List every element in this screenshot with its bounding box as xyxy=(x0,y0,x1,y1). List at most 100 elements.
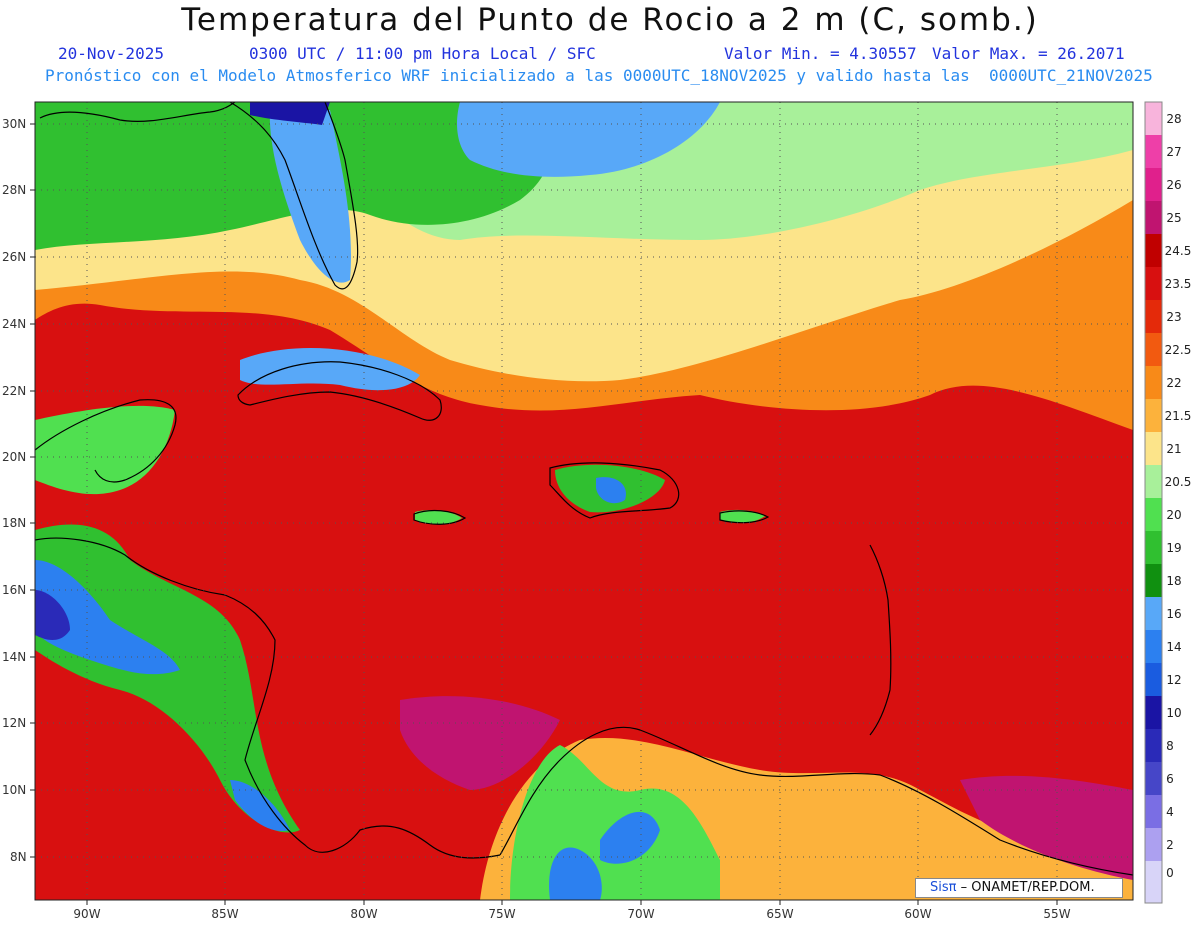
florida-coastline xyxy=(229,101,359,290)
puerto-rico-coastline xyxy=(719,510,770,524)
colorbar-swatch xyxy=(1145,135,1162,168)
lon-label: 85W xyxy=(211,907,238,921)
florida-dark-field xyxy=(250,102,330,125)
colorbar-frame xyxy=(1144,101,1163,904)
colorbar-swatch xyxy=(1145,861,1162,903)
min-value: Valor Min. = 4.30557 xyxy=(724,44,917,63)
colombia-blue-field xyxy=(549,847,602,900)
lon-label: 70W xyxy=(627,907,654,921)
colorbar-label: 26 xyxy=(1166,178,1181,192)
lat-label: 22N xyxy=(2,384,26,398)
map-fields xyxy=(35,102,1133,900)
central-america-blue xyxy=(35,560,180,675)
colorbar-swatch xyxy=(1145,399,1162,432)
colorbar-label: 0 xyxy=(1166,866,1174,880)
brand-logo: Sisπ xyxy=(930,880,957,895)
colorbar-swatch xyxy=(1145,333,1162,366)
model-info-line: Pronóstico con el Modelo Atmosferico WRF… xyxy=(45,66,1153,85)
puerto-rico-green xyxy=(720,509,765,523)
forecast-time: 0300 UTC / 11:00 pm Hora Local / SFC xyxy=(249,44,596,63)
lon-label: 80W xyxy=(350,907,377,921)
colorbar-label: 25 xyxy=(1166,211,1181,225)
colorbar-label: 21.5 xyxy=(1165,409,1192,423)
colorbar-label: 19 xyxy=(1166,541,1181,555)
colorbar-label: 6 xyxy=(1166,772,1174,786)
credit-org: – ONAMET/REP.DOM. xyxy=(956,880,1095,895)
cuba-blue-field xyxy=(240,348,420,391)
credit-box: Sisπ – ONAMET/REP.DOM. xyxy=(915,878,1123,898)
lat-label: 8N xyxy=(10,850,27,864)
colorbar-swatch xyxy=(1145,696,1162,729)
lat-label: 24N xyxy=(2,317,26,331)
lat-labels: 30N 28N 26N 24N 22N 20N 18N 16N 14N 12N … xyxy=(2,117,27,864)
lat-label: 12N xyxy=(2,716,26,730)
map-frame xyxy=(34,101,1134,901)
lat-label: 20N xyxy=(2,450,26,464)
colorbar-swatch xyxy=(1145,828,1162,861)
colorbar-label: 23.5 xyxy=(1165,277,1192,291)
lat-label: 30N xyxy=(2,117,26,131)
colorbar-label: 24.5 xyxy=(1165,244,1192,258)
south-america-coastline xyxy=(499,726,1134,876)
hispaniola-blue xyxy=(596,477,626,504)
colorbar-swatch xyxy=(1145,564,1162,597)
colorbar-label: 16 xyxy=(1166,607,1181,621)
colorbar-swatch xyxy=(1145,102,1162,135)
colorbar-swatch xyxy=(1145,366,1162,399)
colorbar-label: 14 xyxy=(1166,640,1181,654)
colorbar-label: 4 xyxy=(1166,805,1174,819)
colorbar-label: 12 xyxy=(1166,673,1181,687)
colorbar-label: 23 xyxy=(1166,310,1181,324)
colorbar-swatch xyxy=(1145,267,1162,300)
lon-label: 90W xyxy=(73,907,100,921)
lat-label: 26N xyxy=(2,250,26,264)
colorbar-label: 22.5 xyxy=(1165,343,1192,357)
colorbar-swatch xyxy=(1145,234,1162,267)
central-america-coastline xyxy=(34,537,501,859)
lat-label: 10N xyxy=(2,783,26,797)
colorbar-label: 22 xyxy=(1166,376,1181,390)
florida-blue-field xyxy=(269,110,351,283)
magenta-field-south xyxy=(400,696,560,790)
costa-rica-blue xyxy=(230,780,290,831)
central-america-darkblue xyxy=(35,590,70,640)
colorbar-label: 21 xyxy=(1166,442,1181,456)
colorbar-swatch xyxy=(1145,300,1162,333)
colorbar xyxy=(1144,101,1163,904)
magenta-field-east xyxy=(960,775,1133,880)
lat-label: 18N xyxy=(2,516,26,530)
colorbar-label: 2 xyxy=(1166,838,1174,852)
forecast-date: 20-Nov-2025 xyxy=(58,44,164,63)
lon-tick-marks xyxy=(86,900,1058,905)
lat-label: 14N xyxy=(2,650,26,664)
colorbar-label: 20 xyxy=(1166,508,1181,522)
colorbar-label: 27 xyxy=(1166,145,1181,159)
colorbar-swatch xyxy=(1145,663,1162,696)
colorbar-label: 10 xyxy=(1166,706,1181,720)
colorbar-swatch xyxy=(1145,795,1162,828)
lat-label: 28N xyxy=(2,183,26,197)
colorbar-swatch xyxy=(1145,465,1162,498)
colorbar-swatch xyxy=(1145,201,1162,234)
lesser-antilles-coastline xyxy=(869,544,892,736)
jamaica-coastline xyxy=(413,509,467,525)
lon-label: 75W xyxy=(488,907,515,921)
lon-label: 60W xyxy=(904,907,931,921)
central-america-green xyxy=(35,524,300,833)
colorbar-label: 20.5 xyxy=(1165,475,1192,489)
colorbar-label: 18 xyxy=(1166,574,1181,588)
graticule xyxy=(35,102,1133,900)
colorbar-labels: 28 27 26 25 24.5 23.5 23 22.5 22 21.5 21… xyxy=(1165,112,1192,880)
jamaica-green xyxy=(415,510,462,525)
colorbar-label: 28 xyxy=(1166,112,1181,126)
map-title: Temperatura del Punto de Rocio a 2 m (C,… xyxy=(181,2,1039,38)
colorbar-swatch xyxy=(1145,630,1162,663)
atlantic-blue-field xyxy=(457,102,720,177)
colorbar-swatch xyxy=(1145,597,1162,630)
lon-labels: 90W 85W 80W 75W 70W 65W 60W 55W xyxy=(73,907,1070,921)
lat-tick-marks xyxy=(30,123,35,858)
colombia-blue-field-2 xyxy=(600,811,660,864)
colorbar-label: 8 xyxy=(1166,739,1174,753)
cuba-coastline xyxy=(237,361,442,421)
lon-label: 55W xyxy=(1043,907,1070,921)
